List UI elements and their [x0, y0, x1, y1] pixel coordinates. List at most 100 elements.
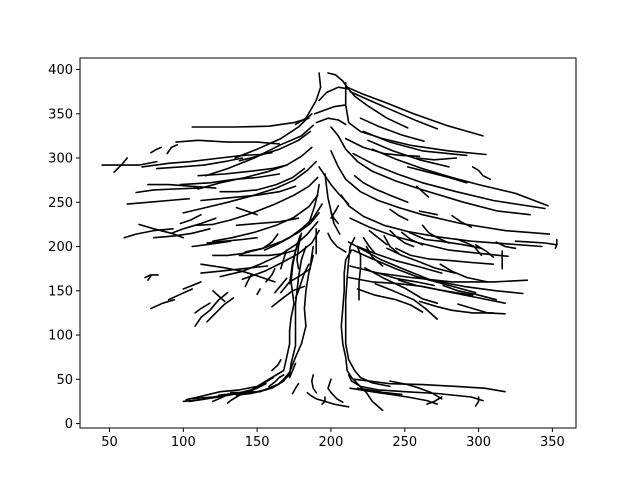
series-line-65 [182, 281, 202, 290]
series-line-73 [194, 291, 229, 328]
series-line-90 [318, 166, 350, 205]
series-line-122 [415, 185, 430, 198]
series-line-119 [406, 166, 468, 184]
series-line-133 [474, 244, 495, 259]
series-line-25 [234, 113, 313, 159]
series-line-42 [179, 173, 281, 186]
series-line-101 [349, 387, 439, 405]
series-line-46 [126, 197, 190, 205]
series-line-86 [324, 173, 341, 235]
series-line-140 [514, 240, 558, 246]
series-line-68 [194, 302, 211, 314]
series-line-92 [185, 235, 301, 401]
series-line-102 [389, 380, 443, 400]
series-line-114 [226, 392, 244, 405]
series-line-89 [327, 232, 347, 253]
series-line-8 [313, 104, 347, 115]
series-line-40 [175, 139, 281, 145]
series-line-144 [457, 303, 506, 315]
series-line-24 [315, 117, 347, 126]
series-line-26 [204, 124, 315, 177]
series-line-103 [327, 378, 344, 404]
x-tick-label: 350 [540, 435, 565, 450]
series-line-116 [212, 395, 226, 403]
series-line-72 [147, 274, 152, 282]
series-line-47 [101, 160, 158, 166]
series-line-129 [395, 247, 495, 266]
series-line-105 [356, 387, 403, 396]
series-line-115 [182, 398, 201, 403]
series-line-149 [398, 279, 474, 297]
series-line-27 [191, 117, 310, 128]
series-line-43 [156, 157, 244, 170]
series-line-76 [256, 288, 261, 296]
series-line-75 [244, 274, 252, 288]
series-line-130 [408, 231, 483, 250]
series-line-0 [305, 72, 322, 119]
y-tick-label: 350 [48, 107, 73, 122]
series-line-126 [389, 229, 415, 248]
series-line-127 [368, 229, 388, 246]
series-line-5 [346, 86, 484, 137]
series-line-69 [206, 297, 235, 323]
series-line-145 [418, 300, 495, 314]
series-line-106 [474, 396, 480, 407]
series-line-91 [279, 249, 288, 270]
series-line-52 [153, 228, 211, 239]
series-line-109 [188, 376, 275, 400]
series-line-9 [359, 117, 425, 142]
series-line-53 [123, 228, 174, 239]
series-line-71 [144, 274, 159, 279]
series-line-77 [274, 277, 288, 294]
series-line-29 [197, 146, 313, 190]
series-line-66 [167, 288, 193, 301]
x-axis: 50 100 150 200 250 300 350 [101, 428, 565, 450]
x-tick-label: 250 [392, 435, 417, 450]
series-line-88 [330, 212, 340, 225]
series-line-62 [238, 249, 297, 257]
series-line-22 [349, 265, 529, 283]
series-line-132 [457, 238, 483, 257]
series-line-112 [291, 382, 300, 395]
y-axis: 0 50 100 150 200 250 300 350 400 [48, 63, 80, 432]
series-line-141 [554, 238, 558, 250]
series-line-81 [296, 232, 303, 270]
series-line-111 [288, 362, 297, 379]
series-line-20 [364, 266, 439, 305]
y-tick-label: 400 [48, 63, 73, 78]
series-line-35 [241, 229, 320, 281]
series-line-32 [212, 194, 319, 242]
series-line-56 [235, 217, 300, 227]
series-line-6 [349, 90, 439, 130]
series-line-55 [179, 213, 202, 225]
series-line-124 [421, 224, 450, 244]
series-line-58 [191, 240, 232, 248]
series-line-136 [362, 236, 377, 255]
series-line-118 [344, 137, 421, 158]
y-tick-label: 250 [48, 196, 73, 211]
y-tick-label: 300 [48, 152, 73, 167]
series-line-150 [271, 358, 282, 372]
series-line-45 [135, 187, 199, 194]
series-line-59 [235, 206, 258, 216]
series-line-64 [200, 265, 269, 274]
series-line-107 [426, 396, 443, 405]
series-line-15 [330, 150, 551, 235]
series-line-13 [352, 152, 546, 210]
series-line-41 [200, 185, 297, 202]
series-line-36 [263, 203, 323, 251]
series-line-123 [418, 210, 439, 216]
x-tick-label: 100 [171, 435, 196, 450]
series-line-19 [352, 249, 477, 294]
series-line-134 [451, 214, 473, 228]
series-line-70 [212, 289, 226, 303]
series-line-128 [383, 235, 400, 255]
series-line-10 [362, 130, 468, 157]
plot-lines [101, 72, 558, 412]
y-tick-label: 200 [48, 240, 73, 255]
series-line-50 [150, 146, 162, 154]
series-line-18 [347, 241, 524, 295]
x-tick-label: 300 [466, 435, 491, 450]
series-line-54 [170, 217, 217, 235]
